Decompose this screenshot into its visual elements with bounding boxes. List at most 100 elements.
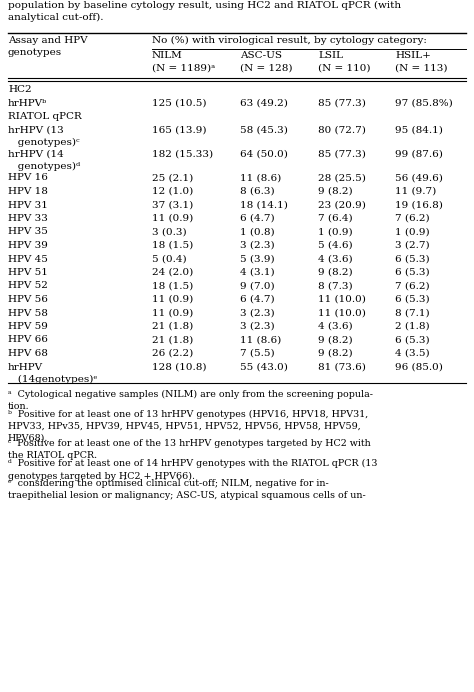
Text: 21 (1.8): 21 (1.8) — [152, 322, 193, 331]
Text: HPV 39: HPV 39 — [8, 241, 48, 250]
Text: 11 (9.7): 11 (9.7) — [395, 187, 436, 196]
Text: HPV 16: HPV 16 — [8, 174, 48, 183]
Text: No (%) with virological result, by cytology category:: No (%) with virological result, by cytol… — [152, 36, 427, 45]
Text: HPV 45: HPV 45 — [8, 255, 48, 264]
Text: hrHPV (14
   genotypes)ᵈ: hrHPV (14 genotypes)ᵈ — [8, 149, 80, 171]
Text: ᵇ  Positive for at least one of 13 hrHPV genotypes (HPV16, HPV18, HPV31,
HPV33, : ᵇ Positive for at least one of 13 hrHPV … — [8, 410, 368, 443]
Text: 6 (5.3): 6 (5.3) — [395, 255, 429, 264]
Text: 58 (45.3): 58 (45.3) — [240, 125, 288, 134]
Text: 7 (6.4): 7 (6.4) — [318, 214, 353, 223]
Text: 6 (5.3): 6 (5.3) — [395, 336, 429, 345]
Text: 11 (10.0): 11 (10.0) — [318, 309, 366, 318]
Text: 6 (4.7): 6 (4.7) — [240, 214, 274, 223]
Text: 23 (20.9): 23 (20.9) — [318, 201, 366, 210]
Text: ᶜ  Positive for at least one of the 13 hrHPV genotypes targeted by HC2 with
the : ᶜ Positive for at least one of the 13 hr… — [8, 439, 371, 460]
Text: 3 (2.3): 3 (2.3) — [240, 322, 274, 331]
Text: 3 (2.3): 3 (2.3) — [240, 241, 274, 250]
Text: 37 (3.1): 37 (3.1) — [152, 201, 193, 210]
Text: NILM
(N = 1189)ᵃ: NILM (N = 1189)ᵃ — [152, 51, 215, 72]
Text: 18 (14.1): 18 (14.1) — [240, 201, 288, 210]
Text: ASC-US
(N = 128): ASC-US (N = 128) — [240, 51, 292, 72]
Text: HPV 66: HPV 66 — [8, 336, 48, 345]
Text: 63 (49.2): 63 (49.2) — [240, 98, 288, 107]
Text: 3 (2.7): 3 (2.7) — [395, 241, 429, 250]
Text: 81 (73.6): 81 (73.6) — [318, 363, 366, 372]
Text: 1 (0.9): 1 (0.9) — [318, 228, 353, 237]
Text: 8 (7.1): 8 (7.1) — [395, 309, 429, 318]
Text: 64 (50.0): 64 (50.0) — [240, 149, 288, 158]
Text: 11 (10.0): 11 (10.0) — [318, 295, 366, 304]
Text: 1 (0.8): 1 (0.8) — [240, 228, 274, 237]
Text: 8 (6.3): 8 (6.3) — [240, 187, 274, 196]
Text: 11 (0.9): 11 (0.9) — [152, 309, 193, 318]
Text: ᵉ  considering the optimised clinical cut-off; NILM, negative for in-
traepithel: ᵉ considering the optimised clinical cut… — [8, 479, 366, 500]
Text: hrHPV
   (14genotypes)ᵉ: hrHPV (14genotypes)ᵉ — [8, 363, 97, 384]
Text: 6 (5.3): 6 (5.3) — [395, 295, 429, 304]
Text: HSIL+
(N = 113): HSIL+ (N = 113) — [395, 51, 447, 72]
Text: 24 (2.0): 24 (2.0) — [152, 268, 193, 277]
Text: 9 (7.0): 9 (7.0) — [240, 282, 274, 291]
Text: 7 (5.5): 7 (5.5) — [240, 349, 274, 358]
Text: 11 (8.6): 11 (8.6) — [240, 174, 281, 183]
Text: 19 (16.8): 19 (16.8) — [395, 201, 443, 210]
Text: 3 (2.3): 3 (2.3) — [240, 309, 274, 318]
Text: 56 (49.6): 56 (49.6) — [395, 174, 443, 183]
Text: 21 (1.8): 21 (1.8) — [152, 336, 193, 345]
Text: 18 (1.5): 18 (1.5) — [152, 282, 193, 291]
Text: 5 (4.6): 5 (4.6) — [318, 241, 353, 250]
Text: 9 (8.2): 9 (8.2) — [318, 187, 353, 196]
Text: 7 (6.2): 7 (6.2) — [395, 214, 429, 223]
Text: 80 (72.7): 80 (72.7) — [318, 125, 366, 134]
Text: 182 (15.33): 182 (15.33) — [152, 149, 213, 158]
Text: 11 (8.6): 11 (8.6) — [240, 336, 281, 345]
Text: HPV 68: HPV 68 — [8, 349, 48, 358]
Text: 25 (2.1): 25 (2.1) — [152, 174, 193, 183]
Text: ᵃ  Cytological negative samples (NILM) are only from the screening popula-
tion.: ᵃ Cytological negative samples (NILM) ar… — [8, 390, 373, 411]
Text: 8 (7.3): 8 (7.3) — [318, 282, 353, 291]
Text: population by baseline cytology result, using HC2 and RIATOL qPCR (with
analytic: population by baseline cytology result, … — [8, 1, 401, 22]
Text: 97 (85.8%): 97 (85.8%) — [395, 98, 453, 107]
Text: 5 (3.9): 5 (3.9) — [240, 255, 274, 264]
Text: 9 (8.2): 9 (8.2) — [318, 349, 353, 358]
Text: 11 (0.9): 11 (0.9) — [152, 295, 193, 304]
Text: 85 (77.3): 85 (77.3) — [318, 98, 366, 107]
Text: 99 (87.6): 99 (87.6) — [395, 149, 443, 158]
Text: HPV 51: HPV 51 — [8, 268, 48, 277]
Text: 11 (0.9): 11 (0.9) — [152, 214, 193, 223]
Text: 95 (84.1): 95 (84.1) — [395, 125, 443, 134]
Text: 12 (1.0): 12 (1.0) — [152, 187, 193, 196]
Text: HPV 35: HPV 35 — [8, 228, 48, 237]
Text: 128 (10.8): 128 (10.8) — [152, 363, 207, 372]
Text: 7 (6.2): 7 (6.2) — [395, 282, 429, 291]
Text: LSIL
(N = 110): LSIL (N = 110) — [318, 51, 371, 72]
Text: 3 (0.3): 3 (0.3) — [152, 228, 187, 237]
Text: 9 (8.2): 9 (8.2) — [318, 268, 353, 277]
Text: 6 (5.3): 6 (5.3) — [395, 268, 429, 277]
Text: ᵈ  Positive for at least one of 14 hrHPV genotypes with the RIATOL qPCR (13
geno: ᵈ Positive for at least one of 14 hrHPV … — [8, 459, 377, 480]
Text: HPV 58: HPV 58 — [8, 309, 48, 318]
Text: 18 (1.5): 18 (1.5) — [152, 241, 193, 250]
Text: HPV 18: HPV 18 — [8, 187, 48, 196]
Text: 4 (3.6): 4 (3.6) — [318, 322, 353, 331]
Text: 125 (10.5): 125 (10.5) — [152, 98, 207, 107]
Text: HC2: HC2 — [8, 85, 32, 94]
Text: Assay and HPV
genotypes: Assay and HPV genotypes — [8, 36, 88, 57]
Text: hrHPV (13
   genotypes)ᶜ: hrHPV (13 genotypes)ᶜ — [8, 125, 80, 147]
Text: HPV 31: HPV 31 — [8, 201, 48, 210]
Text: 28 (25.5): 28 (25.5) — [318, 174, 366, 183]
Text: HPV 52: HPV 52 — [8, 282, 48, 291]
Text: 55 (43.0): 55 (43.0) — [240, 363, 288, 372]
Text: 85 (77.3): 85 (77.3) — [318, 149, 366, 158]
Text: 2 (1.8): 2 (1.8) — [395, 322, 429, 331]
Text: 26 (2.2): 26 (2.2) — [152, 349, 193, 358]
Text: 4 (3.1): 4 (3.1) — [240, 268, 274, 277]
Text: HPV 56: HPV 56 — [8, 295, 48, 304]
Text: 1 (0.9): 1 (0.9) — [395, 228, 429, 237]
Text: 4 (3.5): 4 (3.5) — [395, 349, 429, 358]
Text: HPV 59: HPV 59 — [8, 322, 48, 331]
Text: 5 (0.4): 5 (0.4) — [152, 255, 187, 264]
Text: 96 (85.0): 96 (85.0) — [395, 363, 443, 372]
Text: hrHPVᵇ: hrHPVᵇ — [8, 98, 47, 107]
Text: 165 (13.9): 165 (13.9) — [152, 125, 207, 134]
Text: RIATOL qPCR: RIATOL qPCR — [8, 112, 82, 121]
